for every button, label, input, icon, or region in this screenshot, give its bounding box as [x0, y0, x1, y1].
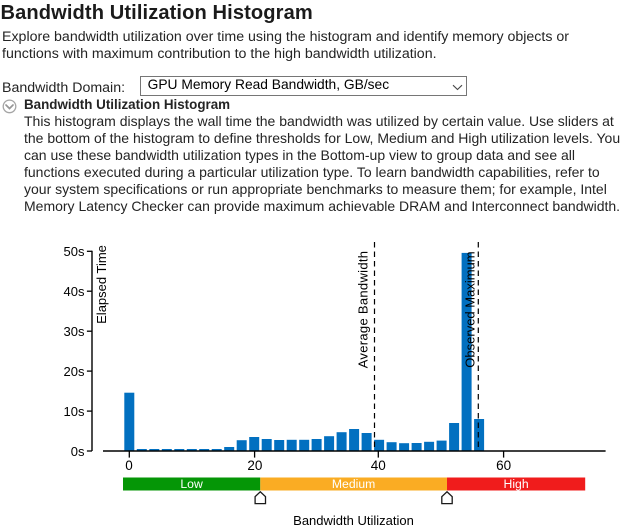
svg-text:10s: 10s	[64, 404, 85, 419]
svg-text:20: 20	[247, 458, 262, 473]
svg-text:50s: 50s	[64, 244, 85, 259]
svg-text:Bandwidth Utilization: Bandwidth Utilization	[293, 513, 414, 528]
svg-text:30s: 30s	[64, 324, 85, 339]
svg-text:Elapsed Time: Elapsed Time	[94, 245, 109, 324]
svg-text:Low: Low	[180, 477, 203, 491]
svg-text:Observed Maximum: Observed Maximum	[463, 251, 478, 367]
svg-text:40: 40	[371, 458, 386, 473]
svg-text:60: 60	[496, 458, 511, 473]
svg-text:Medium: Medium	[332, 477, 375, 491]
svg-text:40s: 40s	[64, 284, 85, 299]
svg-text:High: High	[504, 477, 529, 491]
svg-text:0s: 0s	[71, 444, 85, 459]
svg-text:0: 0	[125, 458, 133, 473]
svg-text:Average Bandwidth: Average Bandwidth	[356, 251, 371, 369]
svg-text:20s: 20s	[64, 364, 85, 379]
